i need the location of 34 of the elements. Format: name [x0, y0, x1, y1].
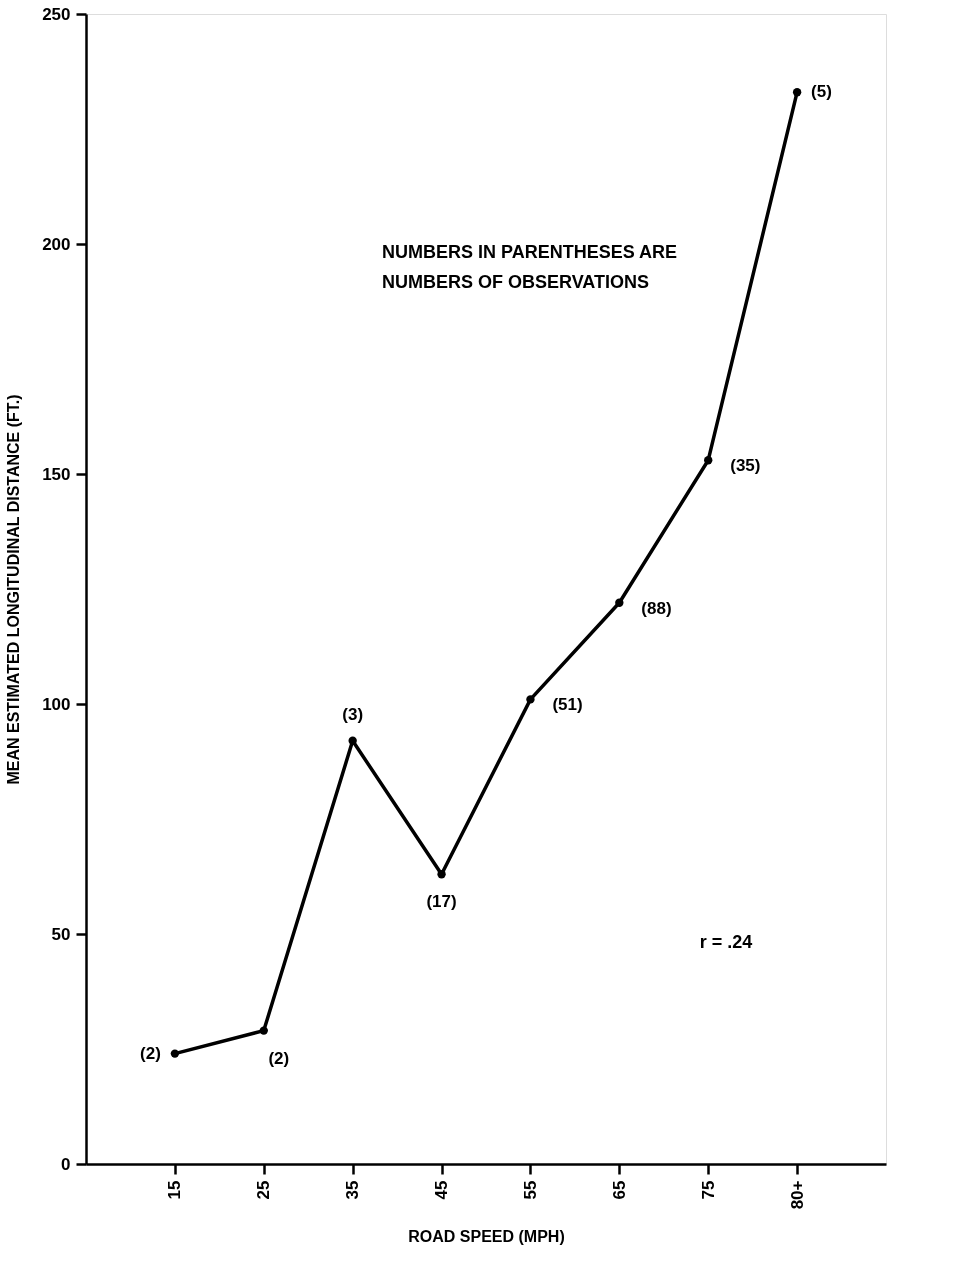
point: [259, 1026, 268, 1035]
point: [437, 870, 446, 879]
x-axis-title: ROAD SPEED (MPH): [408, 1228, 565, 1246]
annotation: (35): [730, 456, 761, 476]
x-tick-label: 80+: [787, 1180, 807, 1210]
x-tick-label: 15: [165, 1180, 185, 1200]
annotation: (51): [552, 695, 583, 715]
point: [792, 88, 802, 97]
point: [170, 1049, 180, 1058]
y-tick-label: 100: [42, 694, 71, 714]
annotation: (17): [426, 892, 457, 912]
y-tick-label: 250: [42, 4, 71, 24]
annotation: NUMBERS IN PARENTHESES ARE NUMBERS OF OBSERVATIONS: [382, 242, 678, 292]
x-tick-label: 75: [698, 1180, 718, 1200]
y-axis-title: MEAN ESTIMATED LONGITUDINAL DISTANCE (FT.): [5, 394, 23, 785]
y-tick-label: 200: [42, 234, 71, 254]
x-tick-label: 25: [254, 1180, 274, 1200]
annotation: (2): [140, 1043, 161, 1063]
annotation: (5): [811, 82, 832, 102]
annotation: (3): [342, 704, 364, 724]
point: [526, 695, 535, 704]
annotation: r = .24: [699, 932, 753, 952]
x-tick-label: 55: [520, 1180, 540, 1200]
y-tick-label: 0: [61, 1154, 71, 1174]
point: [615, 598, 624, 607]
point: [704, 456, 713, 465]
x-tick-label: 35: [343, 1180, 363, 1200]
x-tick-label: 65: [609, 1180, 629, 1200]
annotation: (2): [268, 1048, 290, 1068]
x-tick-label: 45: [432, 1180, 452, 1200]
y-tick-label: 150: [42, 464, 71, 484]
point: [348, 736, 357, 745]
annotation: (88): [641, 598, 672, 618]
y-tick-label: 50: [51, 924, 71, 944]
